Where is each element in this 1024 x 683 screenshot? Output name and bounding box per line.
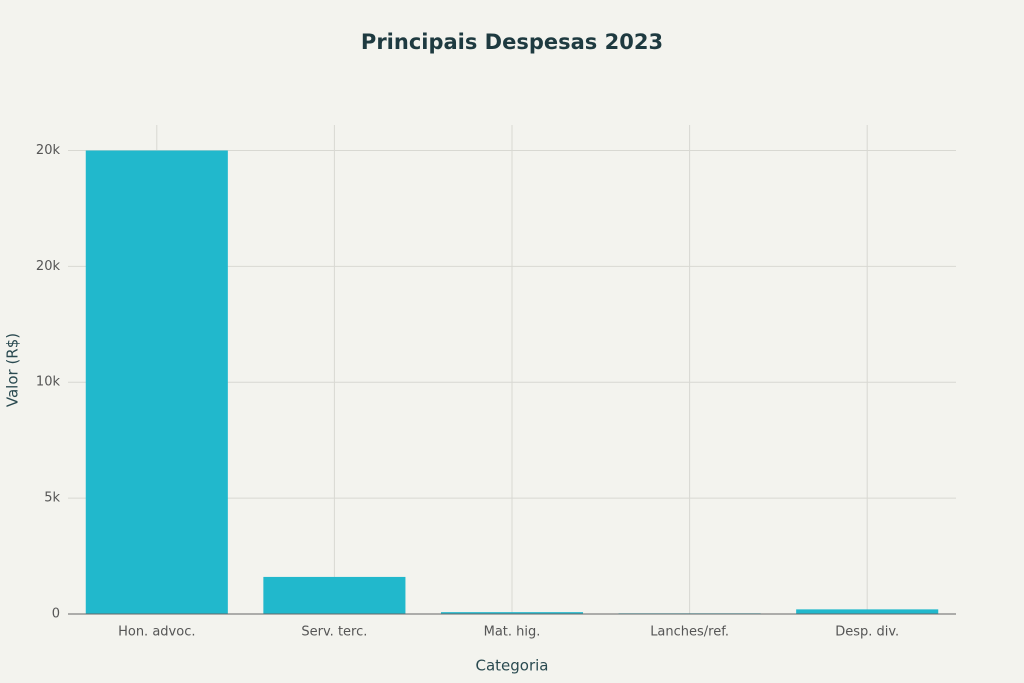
x-tick-label: Desp. div. — [835, 625, 899, 640]
bar — [85, 150, 228, 614]
y-tick-label: 5k — [44, 491, 60, 506]
bar — [263, 576, 406, 614]
y-tick-label: 0 — [52, 607, 60, 622]
x-tick-label: Lanches/ref. — [650, 625, 729, 640]
y-tick-label: 10k — [36, 375, 61, 390]
chart-title: Principais Despesas 2023 — [361, 30, 663, 54]
y-tick-label: 20k — [36, 259, 61, 274]
x-tick-label: Serv. terc. — [301, 625, 367, 640]
x-axis-label: Categoria — [475, 657, 548, 675]
x-tick-label: Mat. hig. — [484, 625, 541, 640]
y-tick-label: 20k — [36, 143, 61, 158]
bar — [440, 612, 584, 614]
x-tick-label: Hon. advoc. — [118, 625, 195, 640]
y-axis-label: Valor (R$) — [4, 333, 22, 407]
bar — [796, 609, 939, 614]
